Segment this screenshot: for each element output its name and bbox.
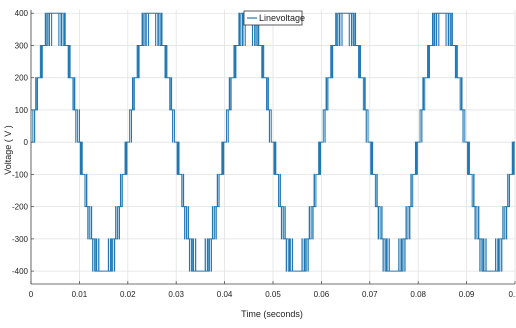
x-tick-label: 0.09 [459, 290, 475, 299]
x-tick-label: 0 [29, 290, 34, 299]
legend: Linevoltage [243, 10, 305, 26]
y-tick-label: 400 [15, 9, 29, 18]
x-tick-label: 0.08 [410, 290, 426, 299]
y-tick-label: 100 [15, 106, 29, 115]
legend-label: Linevoltage [259, 13, 305, 23]
x-tick-label: 0.04 [217, 290, 233, 299]
x-tick-label: 0.1 [508, 290, 516, 299]
x-tick-label: 0.03 [168, 290, 184, 299]
x-tick-label: 0.01 [72, 290, 88, 299]
y-tick-label: 300 [15, 41, 29, 50]
y-tick-label: -300 [12, 235, 29, 244]
series-group [31, 12, 515, 272]
legend-box [243, 10, 303, 26]
x-tick-label: 0.06 [314, 290, 330, 299]
x-tick-label: 0.02 [120, 290, 136, 299]
x-tick-label: 0.05 [265, 290, 281, 299]
series-line-linevoltage [31, 12, 515, 272]
y-axis-title: Voltage ( V ) [3, 125, 13, 175]
x-tick-label: 0.07 [362, 290, 378, 299]
y-tick-label: -100 [12, 170, 29, 179]
y-tick-label: -400 [12, 267, 29, 276]
y-tick-label: -200 [12, 203, 29, 212]
x-axis-title: Time (seconds) [241, 309, 303, 319]
y-tick-label: 200 [15, 74, 29, 83]
axes: 0 0.01 0.02 0.03 0.04 0.05 0.06 0.07 0.08 0.09 0.1… [12, 9, 516, 299]
y-tick-label: 0 [24, 138, 29, 147]
